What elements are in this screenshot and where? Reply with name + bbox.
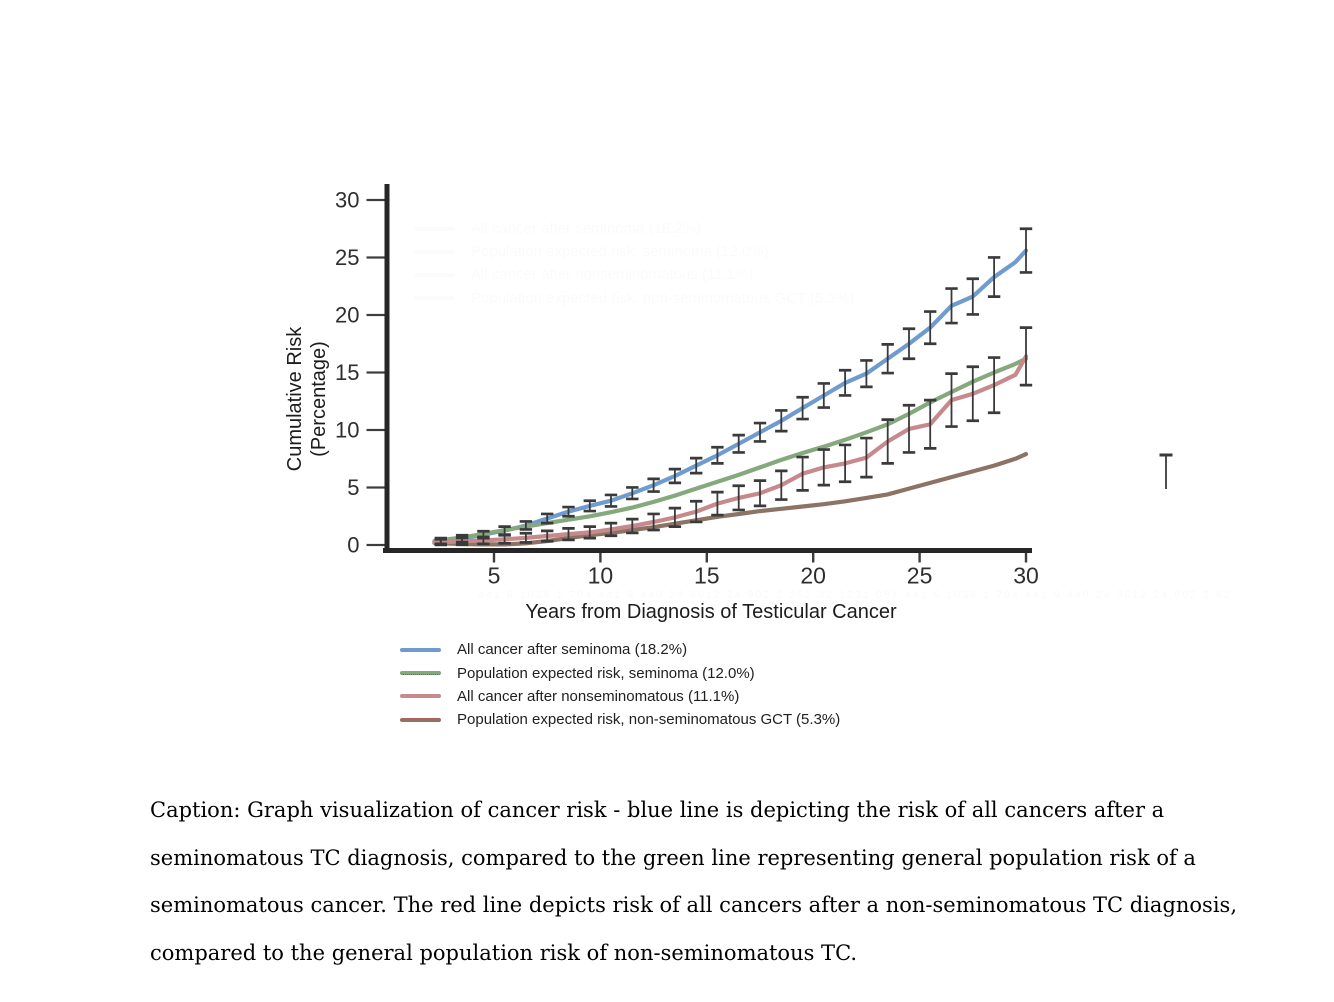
y-tick-label: 30 bbox=[335, 188, 359, 213]
ghost-legend-artifact: All cancer after seminoma (18.2%) Populat… bbox=[414, 217, 854, 310]
stray-error-bar-artifact bbox=[1159, 453, 1173, 489]
figure-caption: Caption: Graph visualization of cancer r… bbox=[150, 787, 1270, 977]
x-tick-mark bbox=[492, 553, 496, 563]
caption-line: seminomatous TC diagnosis, compared to t… bbox=[150, 845, 1196, 870]
caption-line: seminomatous cancer. The red line depict… bbox=[150, 893, 1238, 918]
caption-line: Caption: Graph visualization of cancer r… bbox=[150, 798, 1165, 822]
y-tick-label: 20 bbox=[335, 303, 359, 328]
ghost-legend-swatch-icon bbox=[414, 227, 455, 231]
y-tick-label: 25 bbox=[335, 245, 359, 270]
legend-row: All cancer after nonseminomatous (11.1%) bbox=[400, 685, 840, 708]
ghost-legend-swatch-icon bbox=[414, 273, 455, 277]
y-tick-label: 5 bbox=[347, 475, 359, 500]
y-axis-line bbox=[384, 184, 390, 553]
x-tick-label: 5 bbox=[488, 563, 501, 589]
x-tick-mark bbox=[812, 553, 815, 563]
ghost-legend-label: Population expected risk, seminoma (12.0… bbox=[471, 243, 769, 260]
x-tick-mark bbox=[1024, 553, 1028, 563]
ghost-legend-row: All cancer after seminoma (18.2%) bbox=[414, 217, 854, 240]
x-axis-title: Years from Diagnosis of Testicular Cance… bbox=[525, 601, 897, 623]
ghost-legend-label: All cancer after seminoma (18.2%) bbox=[471, 220, 701, 237]
legend-swatch-icon bbox=[400, 647, 441, 652]
legend-row: Population expected risk, seminoma (12.0… bbox=[400, 661, 840, 684]
y-tick-mark bbox=[366, 256, 385, 259]
y-tick-label: 0 bbox=[347, 533, 359, 558]
legend-label: Population expected risk, non-seminomato… bbox=[457, 711, 841, 729]
legend-label: Population expected risk, seminoma (12.0… bbox=[457, 664, 755, 682]
x-tick-label: 30 bbox=[1013, 563, 1039, 589]
legend-swatch-icon bbox=[400, 717, 441, 722]
x-axis-line bbox=[383, 548, 1032, 553]
caption-line: compared to the general population risk … bbox=[150, 940, 858, 965]
ghost-legend-row: All cancer after nonseminomatous (11.1%) bbox=[414, 263, 854, 286]
y-tick-mark bbox=[366, 543, 385, 547]
x-tick-mark bbox=[705, 553, 708, 563]
x-tick-label: 15 bbox=[694, 563, 720, 589]
y-tick-mark bbox=[366, 371, 385, 374]
y-tick-label: 15 bbox=[335, 360, 359, 385]
y-tick-mark bbox=[366, 198, 385, 202]
legend-label: All cancer after seminoma (18.2%) bbox=[457, 641, 688, 659]
y-tick-mark bbox=[366, 486, 385, 489]
legend-swatch-icon bbox=[400, 671, 441, 676]
y-tick-label: 10 bbox=[335, 418, 359, 443]
ghost-legend-swatch-icon bbox=[414, 250, 455, 254]
x-tick-label: 20 bbox=[800, 563, 826, 589]
ghost-legend-label: Population expected risk, non-seminomato… bbox=[471, 290, 854, 307]
chart-legend: All cancer after seminoma (18.2%) Populat… bbox=[400, 638, 840, 732]
ghost-legend-label: All cancer after nonseminomatous (11.1%) bbox=[471, 266, 753, 283]
legend-row: All cancer after seminoma (18.2%) bbox=[400, 638, 840, 661]
y-axis-title: Cumulative Risk (Percentage) bbox=[283, 327, 331, 471]
y-tick-mark bbox=[366, 313, 385, 317]
illegible-text-trace-artifact: 441 6 1038 1 704 441 9 440 24 9012 24 90… bbox=[478, 589, 1306, 601]
series-line-all-cancer-after-nonseminomatous bbox=[432, 354, 1029, 545]
y-axis-title-line: (Percentage) bbox=[308, 341, 330, 457]
x-tick-label: 10 bbox=[588, 563, 614, 589]
ghost-legend-swatch-icon bbox=[414, 296, 455, 300]
ghost-legend-row: Population expected risk, non-seminomato… bbox=[414, 287, 854, 310]
legend-label: All cancer after nonseminomatous (11.1%) bbox=[457, 687, 740, 705]
ghost-legend-row: Population expected risk, seminoma (12.0… bbox=[414, 240, 854, 263]
x-tick-mark bbox=[918, 553, 921, 563]
y-tick-mark bbox=[366, 428, 385, 432]
y-axis-title-line: Cumulative Risk bbox=[284, 326, 306, 472]
x-tick-label: 25 bbox=[907, 563, 933, 589]
x-tick-mark bbox=[599, 553, 602, 563]
legend-swatch-icon bbox=[400, 694, 441, 699]
legend-row: Population expected risk, non-seminomato… bbox=[400, 708, 840, 731]
